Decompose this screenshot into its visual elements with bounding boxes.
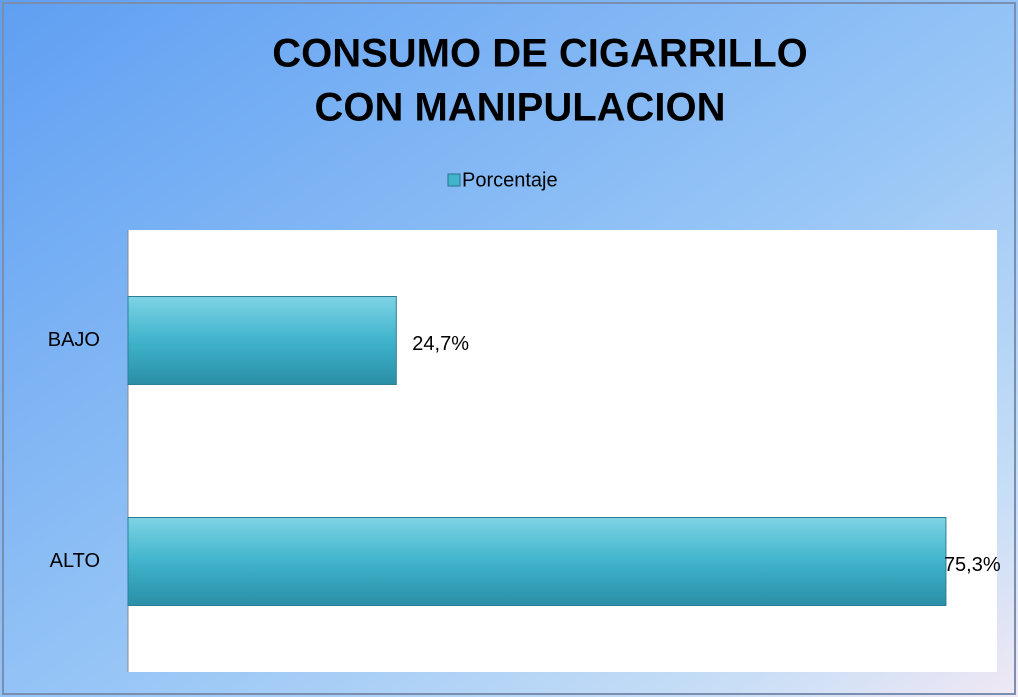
legend-swatch xyxy=(447,173,461,187)
legend-label: Porcentaje xyxy=(462,169,558,191)
y-tick-label: BAJO xyxy=(48,329,100,351)
y-tick-label: ALTO xyxy=(50,550,100,572)
data-label: 75,3% xyxy=(944,554,1001,576)
bar xyxy=(127,517,947,606)
chart-title: CONSUMO DE CIGARRILLO xyxy=(272,32,808,76)
chart-title: CON MANIPULACION xyxy=(314,86,725,130)
bar xyxy=(127,296,397,385)
data-label: 24,7% xyxy=(412,333,469,355)
